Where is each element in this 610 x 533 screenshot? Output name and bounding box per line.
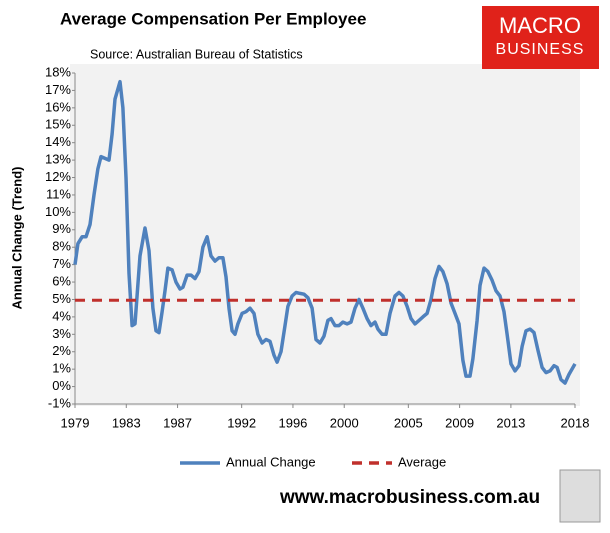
chart-subtitle: Source: Australian Bureau of Statistics xyxy=(90,47,303,61)
y-tick-label: 14% xyxy=(45,134,71,149)
x-tick-label: 2000 xyxy=(330,415,359,430)
x-tick-label: 2013 xyxy=(496,415,525,430)
y-tick-label: 16% xyxy=(45,99,71,114)
y-tick-label: 7% xyxy=(52,256,71,271)
y-tick-label: 11% xyxy=(46,186,71,201)
x-tick-label: 1983 xyxy=(112,415,141,430)
legend-label: Annual Change xyxy=(226,454,316,469)
x-tick-label: 2009 xyxy=(445,415,474,430)
chart-title: Average Compensation Per Employee xyxy=(60,9,366,28)
y-tick-label: 12% xyxy=(45,169,71,184)
y-tick-label: 8% xyxy=(52,239,71,254)
x-tick-label: 1992 xyxy=(227,415,256,430)
x-tick-label: 2018 xyxy=(561,415,590,430)
y-axis-label: Annual Change (Trend) xyxy=(9,167,24,310)
y-tick-label: 17% xyxy=(45,82,71,97)
data-line xyxy=(73,79,577,385)
logo-text: BUSINESS xyxy=(496,41,585,58)
logo-text: MACRO xyxy=(499,13,581,38)
y-tick-label: 2% xyxy=(52,343,71,358)
y-tick-label: 6% xyxy=(52,273,71,288)
y-tick-label: 15% xyxy=(45,117,71,132)
y-tick-label: 1% xyxy=(52,361,71,376)
logo-box xyxy=(482,6,599,69)
wolf-icon xyxy=(559,469,601,523)
footer-url: www.macrobusiness.com.au xyxy=(279,487,540,508)
y-tick-label: 5% xyxy=(52,291,71,306)
x-tick-label: 1987 xyxy=(163,415,192,430)
y-tick-label: 13% xyxy=(45,152,71,167)
plot-background xyxy=(70,64,580,406)
y-tick-label: 10% xyxy=(45,204,71,219)
y-tick-label: 9% xyxy=(52,221,71,236)
x-tick-label: 1979 xyxy=(61,415,90,430)
legend-label: Average xyxy=(398,454,446,469)
x-tick-label: 1996 xyxy=(278,415,307,430)
y-tick-label: -1% xyxy=(48,395,72,410)
y-tick-label: 18% xyxy=(45,64,71,79)
y-tick-label: 4% xyxy=(52,308,71,323)
y-tick-label: 3% xyxy=(52,326,71,341)
x-tick-label: 2005 xyxy=(394,415,423,430)
y-tick-label: 0% xyxy=(52,378,71,393)
